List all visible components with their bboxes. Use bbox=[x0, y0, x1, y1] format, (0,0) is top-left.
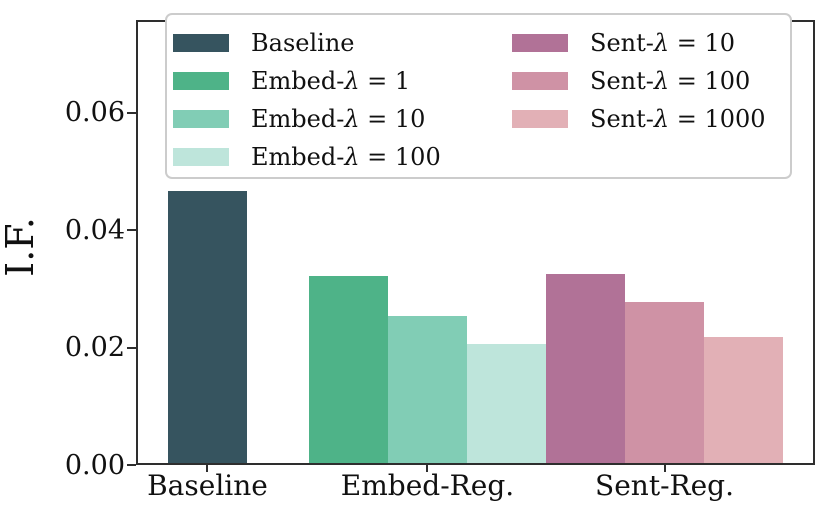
bar bbox=[168, 191, 247, 463]
legend-label: Baseline bbox=[251, 29, 355, 57]
legend-label: Embed-λ = 10 bbox=[251, 105, 426, 133]
x-tick-mark bbox=[663, 465, 666, 472]
legend-swatch bbox=[173, 34, 229, 52]
legend-item: Sent-λ = 100 bbox=[512, 62, 766, 100]
legend-item: Embed-λ = 1 bbox=[173, 62, 441, 100]
bar bbox=[309, 275, 388, 463]
legend-item: Baseline bbox=[173, 24, 441, 62]
legend-label: Sent-λ = 100 bbox=[590, 67, 751, 95]
y-axis-label: I.F. bbox=[0, 217, 42, 277]
y-tick-label: 0.02 bbox=[64, 332, 125, 364]
y-tick-mark bbox=[127, 346, 136, 349]
legend-item: Embed-λ = 10 bbox=[173, 100, 441, 138]
legend-label: Embed-λ = 100 bbox=[251, 143, 441, 171]
legend-item: Sent-λ = 1000 bbox=[512, 100, 766, 138]
x-tick-label: Sent-Reg. bbox=[595, 469, 735, 502]
bar bbox=[704, 337, 783, 463]
legend-swatch bbox=[173, 148, 229, 166]
legend-label: Sent-λ = 1000 bbox=[590, 105, 766, 133]
y-tick-mark bbox=[127, 464, 136, 466]
legend-label: Embed-λ = 1 bbox=[251, 67, 411, 95]
y-tick-label: 0.06 bbox=[64, 97, 125, 129]
y-tick-label: 0.00 bbox=[64, 449, 125, 481]
legend-swatch bbox=[512, 110, 568, 128]
bar bbox=[546, 273, 626, 463]
bar bbox=[466, 343, 546, 463]
legend-item: Sent-λ = 10 bbox=[512, 24, 766, 62]
x-tick-label: Embed-Reg. bbox=[340, 469, 515, 502]
legend-swatch bbox=[512, 72, 568, 90]
y-tick-label: 0.04 bbox=[64, 214, 125, 246]
legend: Baseline Embed-λ = 1 Embed-λ = 10 Embed-λ =… bbox=[165, 13, 792, 179]
x-tick-mark bbox=[426, 465, 429, 472]
bar bbox=[388, 316, 467, 463]
y-tick-mark bbox=[127, 111, 136, 114]
legend-label: Sent-λ = 10 bbox=[590, 29, 735, 57]
legend-swatch bbox=[173, 72, 229, 90]
bar bbox=[625, 302, 704, 463]
legend-column: Baseline Embed-λ = 1 Embed-λ = 10 Embed-λ =… bbox=[173, 24, 441, 176]
legend-swatch bbox=[173, 110, 229, 128]
legend-item: Embed-λ = 100 bbox=[173, 138, 441, 176]
legend-column: Sent-λ = 10 Sent-λ = 100 Sent-λ = 1000 bbox=[512, 24, 766, 138]
legend-swatch bbox=[512, 34, 568, 52]
x-tick-mark bbox=[206, 465, 209, 472]
y-tick-mark bbox=[127, 229, 136, 232]
x-tick-label: Baseline bbox=[147, 469, 268, 502]
